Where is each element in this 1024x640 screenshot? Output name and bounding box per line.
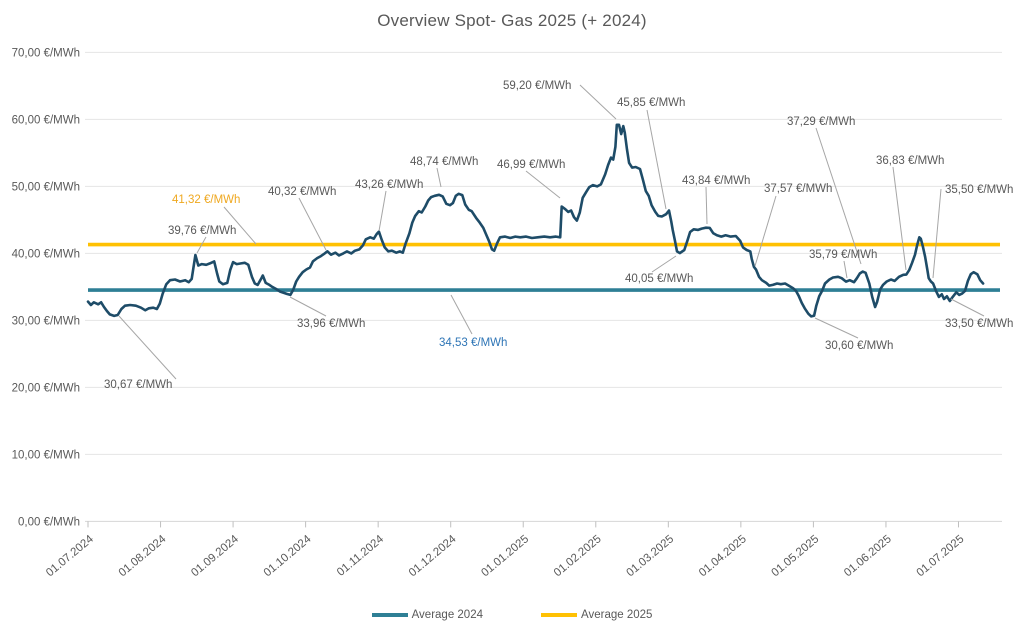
x-axis-tick-label: 01.08.2024 <box>117 533 169 580</box>
x-axis-tick-label: 01.12.2024 <box>407 533 459 580</box>
chart-legend: Average 2024 Average 2025 <box>0 609 1024 621</box>
x-axis-tick-label: 01.01.2025 <box>479 533 531 579</box>
annotation-leader-line <box>289 296 327 317</box>
y-axis-tick-label: 60,00 €/MWh <box>12 114 80 126</box>
x-axis-tick-label: 01.04.2025 <box>697 533 749 579</box>
legend-item-average-2025: Average 2025 <box>541 609 652 621</box>
legend-label-average-2024: Average 2024 <box>411 609 483 621</box>
x-axis-tick-label: 01.10.2024 <box>262 533 314 580</box>
annotation-leader-line <box>450 294 473 335</box>
annotation-leader-line <box>223 206 257 245</box>
annotation-leader-line <box>118 315 177 380</box>
annotation-label: 37,57 €/MWh <box>764 183 832 195</box>
annotation-label: 39,76 €/MWh <box>168 225 236 237</box>
annotation-label: 34,53 €/MWh <box>439 337 507 349</box>
y-axis-tick-label: 40,00 €/MWh <box>12 248 80 260</box>
annotation-label: 43,26 €/MWh <box>355 179 423 191</box>
annotation-leader-line <box>814 317 859 339</box>
annotation-label: 37,29 €/MWh <box>787 116 855 128</box>
annotation-label: 36,83 €/MWh <box>876 155 944 167</box>
x-axis-tick-label: 01.06.2025 <box>842 533 894 579</box>
annotation-leader-line <box>646 109 667 210</box>
annotation-leader-line <box>579 84 617 120</box>
y-axis-tick-label: 10,00 €/MWh <box>12 449 80 461</box>
annotation-label: 45,85 €/MWh <box>617 97 685 109</box>
annotation-label: 40,32 €/MWh <box>268 186 336 198</box>
annotation-leader-line <box>892 166 907 271</box>
annotation-leader-line <box>196 236 207 254</box>
x-axis-tick-label: 01.05.2025 <box>770 533 822 579</box>
annotation-label: 30,67 €/MWh <box>104 379 172 391</box>
annotation-label: 33,50 €/MWh <box>945 318 1013 330</box>
y-axis-tick-label: 50,00 €/MWh <box>12 181 80 193</box>
x-axis-tick-label: 01.09.2024 <box>189 533 241 580</box>
annotation-leader-line <box>815 127 862 265</box>
legend-swatch-average-2024-line-icon <box>371 613 408 617</box>
annotation-leader-line <box>525 170 561 199</box>
annotation-label: 43,84 €/MWh <box>682 175 750 187</box>
y-axis-tick-label: 30,00 €/MWh <box>12 315 80 327</box>
annotation-label: 33,96 €/MWh <box>297 318 365 330</box>
annotation-leader-line <box>298 197 327 251</box>
annotation-label: 59,20 €/MWh <box>503 80 571 92</box>
annotation-leader-line <box>932 188 942 279</box>
x-axis-tick-label: 01.11.2024 <box>335 533 387 579</box>
annotation-label: 46,99 €/MWh <box>497 159 565 171</box>
annotation-label: 30,60 €/MWh <box>825 340 893 352</box>
chart-title: Overview Spot- Gas 2025 (+ 2024) <box>377 11 647 30</box>
annotation-leader-line <box>436 167 442 188</box>
annotation-label: 40,05 €/MWh <box>625 273 693 285</box>
annotation-leader-line <box>651 255 677 273</box>
annotation-leader-line <box>843 260 848 279</box>
x-axis-tick-label: 01.03.2025 <box>624 533 676 579</box>
annotation-leader-line <box>950 298 985 317</box>
y-axis-tick-label: 20,00 €/MWh <box>12 382 80 394</box>
annotation-leader-line <box>705 186 708 225</box>
annotation-leader-line <box>754 195 777 267</box>
annotation-label: 48,74 €/MWh <box>410 156 478 168</box>
annotation-label: 35,50 €/MWh <box>945 184 1013 196</box>
x-axis-tick-label: 01.07.2024 <box>44 533 96 580</box>
annotation-label: 41,32 €/MWh <box>172 194 240 206</box>
annotation-leader-line <box>378 190 387 232</box>
legend-label-average-2025: Average 2025 <box>581 609 653 621</box>
x-axis-tick-label: 01.07.2025 <box>915 533 967 579</box>
legend-item-average-2024: Average 2024 <box>371 609 483 621</box>
y-axis-tick-label: 0,00 €/MWh <box>18 516 80 528</box>
x-axis-tick-label: 01.02.2025 <box>552 533 604 579</box>
legend-swatch-average-2025-line-icon <box>541 613 577 617</box>
y-axis-tick-label: 70,00 €/MWh <box>12 47 80 59</box>
spot-price-series-line <box>86 123 985 318</box>
annotation-label: 35,79 €/MWh <box>809 249 877 261</box>
